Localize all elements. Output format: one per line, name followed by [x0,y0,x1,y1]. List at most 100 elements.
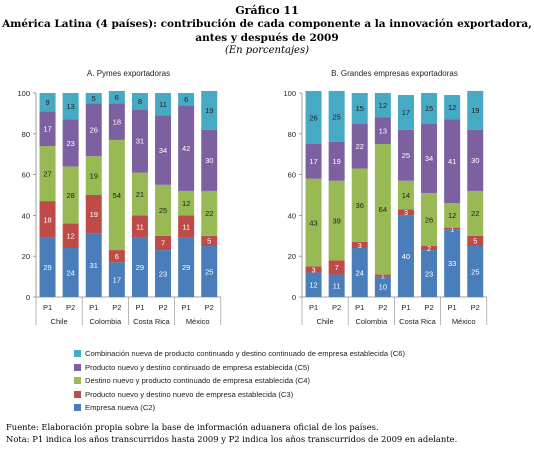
data-label-b-0-c3: 3 [311,265,315,274]
legend-item-c2: Empresa nueva (C2) [74,401,405,415]
bar-segment-b-0-c2 [305,272,322,297]
legend-swatch-c5 [74,363,81,371]
data-label-a-3-c2: 17 [113,275,121,284]
data-label-a-7-c6: 19 [205,106,213,115]
source-note: Fuente: Elaboración propia sobre la base… [6,422,379,432]
bar-segment-a-7-c5 [201,129,218,191]
data-label-a-7-c2: 25 [205,267,213,276]
legend-label-c3: Producto nuevo y destino nuevo de empres… [85,389,294,399]
bar-segment-a-5-c3 [155,235,172,251]
bar-segment-a-2-c3 [85,195,102,234]
x-tick-label-b-1: P2 [332,303,341,312]
bar-segment-a-7-c4 [201,190,218,236]
bar-segment-a-0-c2 [39,237,56,297]
data-label-b-5-c3: 2 [427,244,431,253]
data-label-b-7-c2: 25 [471,267,479,276]
bar-segment-a-4-c3 [131,215,148,238]
bar-segment-a-3-c4 [108,139,125,251]
bar-segment-a-6-c2 [178,237,195,297]
data-label-b-7-c6: 19 [471,106,479,115]
group-label-b-0: Chile [317,317,334,326]
group-label-a-2: Costa Rica [133,317,171,326]
bar-segment-a-7-c3 [201,235,218,246]
legend-item-c3: Producto nuevo y destino nuevo de empres… [74,388,405,402]
bar-segment-a-4-c6 [131,93,148,110]
bar-segment-a-4-c5 [131,109,148,173]
bar-segment-a-4-c2 [131,237,148,297]
legend-item-c4: Destino nuevo y producto continuado de e… [74,374,405,388]
bar-segment-b-4-c5 [397,129,414,181]
data-label-a-0-c6: 9 [45,98,49,107]
panel-title-b: B. Grandes empresas exportadoras [331,69,458,78]
bar-segment-a-7-c6 [201,90,218,130]
bar-segment-a-5-c4 [155,184,172,236]
y-tick-label-b-60: 60 [288,171,296,180]
data-label-a-4-c2: 29 [136,263,144,272]
bar-segment-b-7-c4 [467,190,484,236]
data-label-b-5-c4: 26 [425,215,433,224]
data-label-a-3-c6: 6 [115,93,119,102]
data-label-b-3-c5: 13 [379,127,387,136]
data-label-a-7-c3: 5 [207,237,211,246]
bar-segment-b-1-c3 [328,260,345,275]
data-label-a-5-c3: 7 [161,239,165,248]
data-label-b-1-c2: 11 [333,282,341,291]
data-label-a-4-c5: 31 [136,137,144,146]
legend-item-c5: Producto nuevo y destino continuado de e… [74,361,405,375]
data-label-a-7-c4: 22 [205,209,213,218]
data-label-b-6-c5: 41 [448,157,456,166]
legend-label-c5: Producto nuevo y destino continuado de e… [85,362,310,372]
panel-title-a: A. Pymes exportadoras [87,69,170,78]
data-label-b-7-c4: 22 [471,209,479,218]
y-tick-label-a-40: 40 [22,211,30,220]
x-tick-label-a-0: P1 [43,303,52,312]
data-label-a-1-c6: 13 [66,102,74,111]
bar-segment-a-6-c5 [178,105,195,191]
group-label-b-2: Costa Rica [399,317,437,326]
data-label-a-5-c4: 25 [159,206,167,215]
group-label-b-3: México [452,317,476,326]
data-label-b-6-c6: 12 [448,103,456,112]
x-tick-label-b-5: P2 [424,303,433,312]
figure-unit: (En porcentajes) [224,45,309,56]
bar-segment-b-4-c4 [397,180,414,210]
bar-segment-b-2-c3 [351,241,368,249]
bar-segment-b-3-c2 [374,276,391,297]
bar-segment-b-3-c3 [374,274,391,277]
y-tick-label-a-100: 100 [17,89,30,98]
data-label-b-1-c6: 25 [332,112,340,121]
bar-segment-b-7-c2 [467,246,484,297]
y-tick-label-b-40: 40 [288,211,296,220]
data-label-a-2-c5: 26 [90,126,98,135]
bar-segment-a-3-c6 [108,90,125,104]
legend-swatch-c3 [74,390,81,398]
data-label-b-4-c2: 40 [402,252,410,261]
data-label-b-0-c6: 26 [309,113,317,122]
data-label-a-6-c6: 6 [184,95,188,104]
bar-segment-b-7-c5 [467,129,484,191]
bar-segment-a-1-c3 [62,223,79,249]
data-label-a-4-c6: 8 [138,97,142,106]
bar-segment-a-6-c4 [178,190,195,216]
bar-segment-b-6-c2 [444,229,461,297]
data-label-a-6-c5: 42 [182,144,190,153]
bar-segment-a-1-c6 [62,93,79,120]
data-label-b-6-c4: 12 [448,211,456,220]
bar-segment-b-5-c3 [421,246,438,251]
bar-segment-b-4-c6 [397,95,414,130]
data-label-b-6-c3: 1 [450,224,454,233]
data-label-b-4-c4: 14 [402,191,410,200]
y-tick-label-a-80: 80 [22,130,30,139]
bar-segment-a-3-c5 [108,103,125,140]
data-label-b-4-c5: 25 [402,151,410,160]
bar-segment-b-7-c3 [467,235,484,246]
legend-label-c6: Combinación nueva de producto continuado… [85,349,405,359]
charts-area: A. Pymes exportadoras0204060801002918271… [17,69,488,326]
x-tick-label-b-0: P1 [309,303,318,312]
group-label-a-1: Colombia [89,317,122,326]
data-label-b-2-c3: 3 [358,241,362,250]
data-label-b-2-c2: 24 [356,268,364,277]
legend-swatch-c4 [74,377,81,385]
data-label-b-3-c2: 10 [379,283,387,292]
y-tick-label-a-20: 20 [22,252,30,261]
